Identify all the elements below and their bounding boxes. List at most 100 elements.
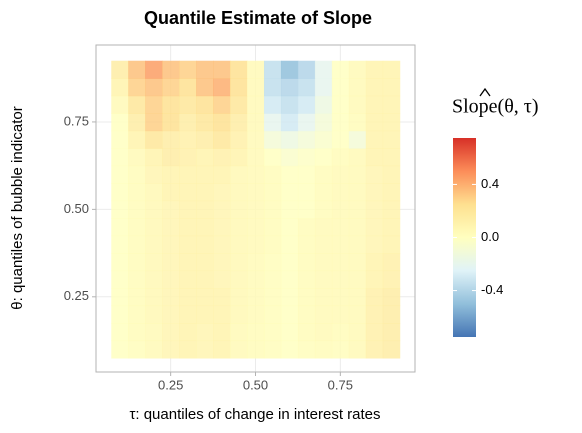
heat-cell — [179, 305, 197, 324]
heat-cell — [382, 235, 401, 254]
y-axis-title: θ: quantiles of bubble indicator — [9, 106, 26, 309]
heat-cell — [230, 130, 248, 149]
colorbar — [453, 138, 476, 337]
heat-cell — [196, 340, 214, 359]
heat-cell — [382, 270, 401, 289]
heat-cell — [196, 305, 214, 324]
heat-cell — [111, 148, 129, 167]
heat-cell — [348, 288, 367, 307]
heat-cell — [111, 200, 129, 219]
heat-cell — [247, 113, 265, 132]
heat-cell — [145, 235, 163, 254]
heat-cell — [111, 305, 129, 324]
heat-cell — [297, 113, 316, 132]
heat-cell — [111, 288, 129, 307]
heat-cell — [263, 253, 282, 272]
y-tick-label: 0.50 — [64, 201, 89, 216]
heat-cell — [196, 130, 214, 149]
heat-cell — [230, 165, 248, 184]
heat-cell — [314, 130, 333, 149]
heat-cell — [111, 218, 129, 237]
heat-cell — [230, 305, 248, 324]
heat-cell — [365, 323, 384, 342]
heat-cell — [247, 305, 265, 324]
heat-cell — [145, 253, 163, 272]
heat-cell — [128, 183, 146, 202]
heat-cell — [280, 113, 299, 132]
heat-cell — [128, 148, 146, 167]
heat-cell — [128, 288, 146, 307]
heat-cell — [314, 200, 333, 219]
heat-cell — [179, 253, 197, 272]
heat-cell — [247, 200, 265, 219]
heat-cell — [111, 78, 129, 97]
heat-cell — [331, 95, 350, 114]
heat-cell — [382, 200, 401, 219]
chart-title: Quantile Estimate of Slope — [144, 8, 372, 28]
heat-cell — [247, 60, 265, 79]
heat-cell — [365, 113, 384, 132]
heat-cell — [263, 323, 282, 342]
heat-cell — [247, 323, 265, 342]
heat-cell — [331, 235, 350, 254]
heat-cell — [247, 95, 265, 114]
heat-cell — [179, 200, 197, 219]
heat-cell — [128, 218, 146, 237]
heat-cell — [162, 165, 180, 184]
heat-cell — [314, 288, 333, 307]
heat-cell — [213, 340, 231, 359]
x-tick-label: 0.75 — [328, 377, 353, 392]
heat-cell — [263, 60, 282, 79]
heat-cell — [263, 270, 282, 289]
heat-cell — [280, 288, 299, 307]
heat-cell — [162, 95, 180, 114]
x-tick-label: 0.50 — [243, 377, 268, 392]
heat-cell — [331, 130, 350, 149]
heat-cell — [348, 218, 367, 237]
heat-cell — [297, 165, 316, 184]
heat-cell — [263, 200, 282, 219]
heat-cell — [382, 183, 401, 202]
heat-cell — [297, 200, 316, 219]
heat-cell — [145, 78, 163, 97]
heat-cell — [162, 78, 180, 97]
heat-cell — [162, 183, 180, 202]
heat-cell — [145, 95, 163, 114]
heat-cell — [196, 200, 214, 219]
heat-cell — [263, 340, 282, 359]
heat-cell — [331, 148, 350, 167]
heat-cell — [365, 78, 384, 97]
heat-cell — [196, 95, 214, 114]
heat-cell — [263, 113, 282, 132]
heat-cell — [128, 200, 146, 219]
heat-cell — [280, 340, 299, 359]
heat-cell — [348, 78, 367, 97]
heat-cell — [348, 113, 367, 132]
heat-cell — [331, 200, 350, 219]
heat-cell — [348, 148, 367, 167]
heat-cell — [230, 235, 248, 254]
heat-cell — [213, 183, 231, 202]
heat-cell — [331, 183, 350, 202]
heat-cell — [213, 165, 231, 184]
heat-cell — [297, 235, 316, 254]
heat-cell — [179, 113, 197, 132]
heat-cell — [230, 183, 248, 202]
heat-cell — [213, 218, 231, 237]
heat-cell — [111, 323, 129, 342]
heat-cell — [297, 60, 316, 79]
heat-cell — [297, 340, 316, 359]
heat-cell — [280, 183, 299, 202]
heat-cell — [263, 95, 282, 114]
heat-cell — [314, 305, 333, 324]
heat-cell — [382, 288, 401, 307]
heat-cell — [297, 218, 316, 237]
heat-cell — [314, 323, 333, 342]
heat-cell — [145, 60, 163, 79]
heat-cell — [382, 78, 401, 97]
heat-cell — [314, 253, 333, 272]
heat-cell — [365, 165, 384, 184]
heat-cell — [263, 165, 282, 184]
heat-cell — [365, 288, 384, 307]
heat-cell — [111, 253, 129, 272]
